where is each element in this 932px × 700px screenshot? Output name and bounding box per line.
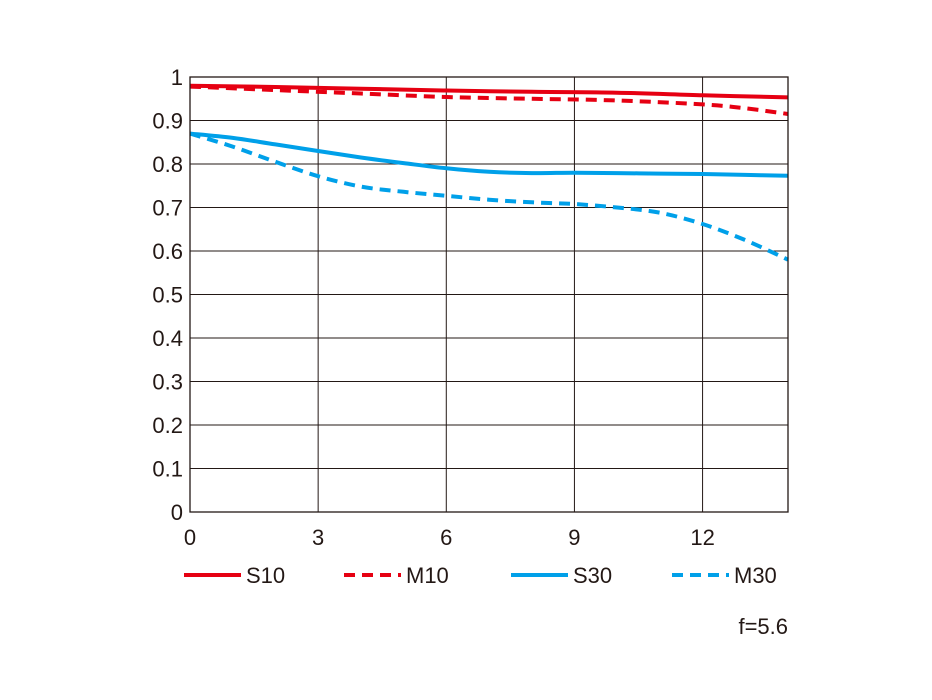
x-tick-label: 3	[312, 525, 324, 550]
legend-label-m30: M30	[734, 563, 777, 588]
legend-label-s10: S10	[246, 563, 285, 588]
legend: S10 M10 S30 M30	[184, 563, 777, 588]
aperture-annotation: f=5.6	[738, 614, 788, 639]
x-tick-label: 9	[568, 525, 580, 550]
y-tick-label: 0	[171, 500, 183, 525]
y-tick-label: 0.3	[152, 370, 183, 395]
y-tick-label: 0.8	[152, 152, 183, 177]
y-tick-label: 0.2	[152, 413, 183, 438]
series-line-m10	[189, 84, 789, 116]
series-lines	[189, 83, 789, 262]
legend-label-s30: S30	[573, 563, 612, 588]
series-line-m30	[189, 131, 789, 262]
series-line-s30	[189, 131, 789, 178]
y-tick-label: 0.9	[152, 109, 183, 134]
x-tick-labels: 0 3 6 9 12	[184, 525, 715, 550]
y-tick-label: 0.5	[152, 283, 183, 308]
y-tick-label: 0.6	[152, 239, 183, 264]
x-tick-label: 6	[440, 525, 452, 550]
y-tick-labels: 0 0.1 0.2 0.3 0.4 0.5 0.6 0.7 0.8 0.9 1	[152, 65, 183, 525]
y-tick-label: 0.4	[152, 326, 183, 351]
series-line-s10	[189, 83, 789, 100]
plot-frame	[189, 76, 789, 513]
y-tick-label: 0.7	[152, 196, 183, 221]
y-tick-label: 0.1	[152, 457, 183, 482]
legend-label-m10: M10	[406, 563, 449, 588]
x-tick-label: 0	[184, 525, 196, 550]
x-tick-label: 12	[690, 525, 714, 550]
y-tick-label: 1	[171, 65, 183, 90]
grid	[190, 77, 788, 512]
